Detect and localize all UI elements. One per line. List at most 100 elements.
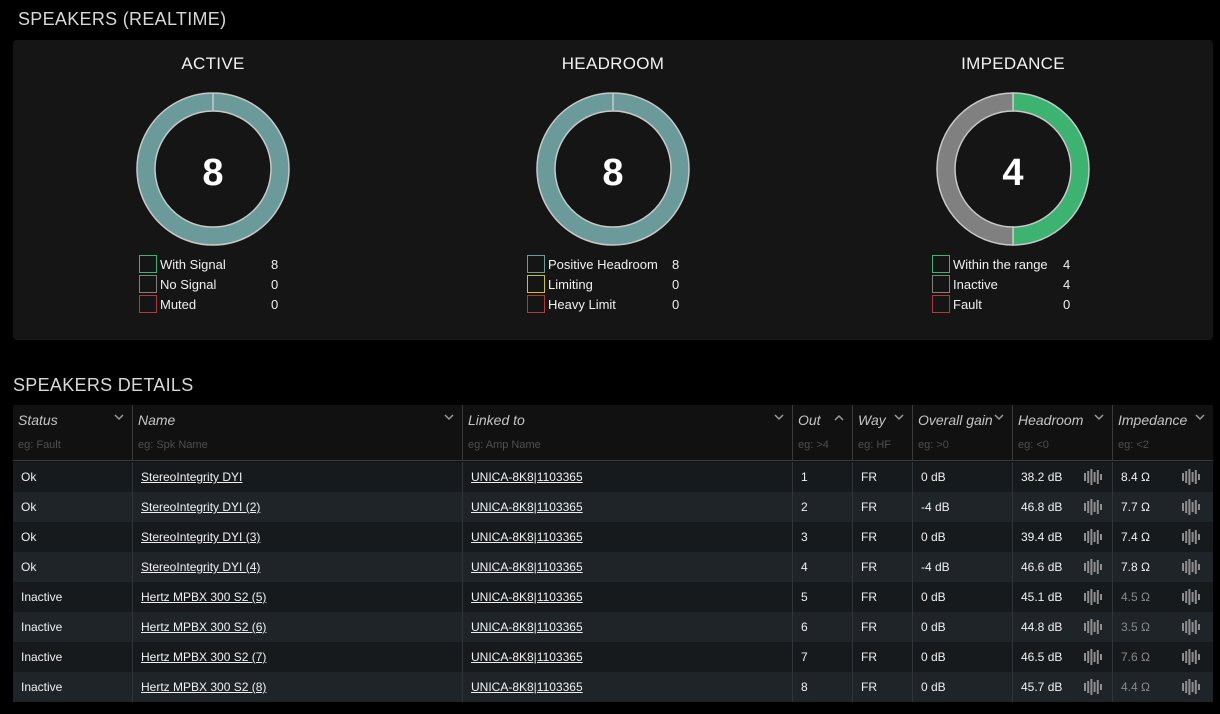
- linked-to-cell[interactable]: UNICA-8K8|1103365: [463, 642, 793, 672]
- level-meter-icon[interactable]: [1083, 469, 1103, 485]
- level-meter-icon[interactable]: [1083, 529, 1103, 545]
- speaker-name-link[interactable]: Hertz MPBX 300 S2 (8): [141, 680, 267, 694]
- status-filter-input[interactable]: eg: Fault: [18, 439, 61, 451]
- level-meter-icon[interactable]: [1181, 619, 1201, 635]
- linked-to-cell[interactable]: UNICA-8K8|1103365: [463, 582, 793, 612]
- chevron-down-icon[interactable]: [114, 414, 124, 421]
- column-header-way[interactable]: Way eg: HF: [853, 405, 913, 461]
- level-meter-icon[interactable]: [1083, 619, 1103, 635]
- column-header-overall-gain[interactable]: Overall gain eg: >0: [913, 405, 1013, 461]
- name-cell[interactable]: Hertz MPBX 300 S2 (5): [133, 582, 463, 612]
- chevron-down-icon[interactable]: [1094, 414, 1104, 421]
- linked-amp-link[interactable]: UNICA-8K8|1103365: [471, 650, 583, 664]
- headroom-value: 46.8 dB: [1021, 500, 1063, 514]
- table-row[interactable]: Inactive Hertz MPBX 300 S2 (6) UNICA-8K8|1…: [13, 612, 1213, 642]
- linked-amp-link[interactable]: UNICA-8K8|1103365: [471, 500, 583, 514]
- level-meter-icon[interactable]: [1181, 589, 1201, 605]
- column-header-impedance[interactable]: Impedance eg: <2: [1113, 405, 1213, 461]
- out-cell: 2: [793, 492, 853, 522]
- out-value: 6: [801, 620, 808, 634]
- table-row[interactable]: Ok StereoIntegrity DYI (2) UNICA-8K8|11033…: [13, 492, 1213, 522]
- speakers-table: Status eg: Fault Name eg: Spk Name Linked to…: [13, 405, 1213, 702]
- headroom-value: 45.1 dB: [1021, 590, 1063, 604]
- name-cell[interactable]: Hertz MPBX 300 S2 (8): [133, 672, 463, 702]
- impedance-value: 7.8 Ω: [1121, 560, 1150, 574]
- speaker-name-link[interactable]: Hertz MPBX 300 S2 (7): [141, 650, 267, 664]
- table-row[interactable]: Inactive Hertz MPBX 300 S2 (7) UNICA-8K8|1…: [13, 642, 1213, 672]
- overall-gain-filter-input[interactable]: eg: >0: [918, 439, 949, 451]
- speaker-name-link[interactable]: StereoIntegrity DYI (2): [141, 500, 261, 514]
- headroom-value: 39.4 dB: [1021, 530, 1063, 544]
- linked-amp-link[interactable]: UNICA-8K8|1103365: [471, 680, 583, 694]
- table-row[interactable]: Inactive Hertz MPBX 300 S2 (5) UNICA-8K8|1…: [13, 582, 1213, 612]
- level-meter-icon[interactable]: [1181, 469, 1201, 485]
- realtime-panel: ACTIVE 8 With Signal 8 No Signal 0 Muted 0 HEAD…: [13, 40, 1213, 340]
- table-row[interactable]: Ok StereoIntegrity DYI (4) UNICA-8K8|11033…: [13, 552, 1213, 582]
- linked-amp-link[interactable]: UNICA-8K8|1103365: [471, 590, 583, 604]
- table-row[interactable]: Ok StereoIntegrity DYI UNICA-8K8|1103365 1 F…: [13, 462, 1213, 492]
- chevron-down-icon[interactable]: [1195, 414, 1205, 421]
- name-cell[interactable]: StereoIntegrity DYI (4): [133, 552, 463, 582]
- linked-amp-link[interactable]: UNICA-8K8|1103365: [471, 530, 583, 544]
- linked-to-cell[interactable]: UNICA-8K8|1103365: [463, 492, 793, 522]
- name-filter-input[interactable]: eg: Spk Name: [138, 439, 208, 451]
- linked-amp-link[interactable]: UNICA-8K8|1103365: [471, 620, 583, 634]
- linked-to-cell[interactable]: UNICA-8K8|1103365: [463, 612, 793, 642]
- linked-amp-link[interactable]: UNICA-8K8|1103365: [471, 470, 583, 484]
- headroom-cell: 39.4 dB: [1013, 522, 1113, 552]
- speaker-name-link[interactable]: Hertz MPBX 300 S2 (6): [141, 620, 267, 634]
- status-cell: Ok: [13, 492, 133, 522]
- status-value: Ok: [21, 530, 37, 544]
- level-meter-icon[interactable]: [1083, 559, 1103, 575]
- chevron-down-icon[interactable]: [894, 414, 904, 421]
- chevron-down-icon[interactable]: [444, 414, 454, 421]
- speaker-name-link[interactable]: Hertz MPBX 300 S2 (5): [141, 590, 267, 604]
- level-meter-icon[interactable]: [1083, 499, 1103, 515]
- impedance-value: 7.7 Ω: [1121, 500, 1150, 514]
- level-meter-icon[interactable]: [1181, 529, 1201, 545]
- status-value: Ok: [21, 500, 37, 514]
- way-cell: FR: [853, 522, 913, 552]
- speaker-name-link[interactable]: StereoIntegrity DYI (3): [141, 530, 261, 544]
- table-row[interactable]: Inactive Hertz MPBX 300 S2 (8) UNICA-8K8|1…: [13, 672, 1213, 702]
- column-label: Linked to: [468, 412, 525, 428]
- column-header-linked-to[interactable]: Linked to eg: Amp Name: [463, 405, 793, 461]
- name-cell[interactable]: StereoIntegrity DYI: [133, 462, 463, 492]
- level-meter-icon[interactable]: [1083, 649, 1103, 665]
- linked-to-cell[interactable]: UNICA-8K8|1103365: [463, 462, 793, 492]
- headroom-filter-input[interactable]: eg: <0: [1018, 439, 1049, 451]
- level-meter-icon[interactable]: [1181, 559, 1201, 575]
- out-cell: 1: [793, 462, 853, 492]
- level-meter-icon[interactable]: [1181, 679, 1201, 695]
- chevron-down-icon[interactable]: [774, 414, 784, 421]
- linked-to-cell[interactable]: UNICA-8K8|1103365: [463, 552, 793, 582]
- table-row[interactable]: Ok StereoIntegrity DYI (3) UNICA-8K8|11033…: [13, 522, 1213, 552]
- level-meter-icon[interactable]: [1083, 589, 1103, 605]
- overall-gain-cell: 0 dB: [913, 642, 1013, 672]
- way-value: FR: [861, 470, 877, 484]
- linked-to-cell[interactable]: UNICA-8K8|1103365: [463, 672, 793, 702]
- speaker-name-link[interactable]: StereoIntegrity DYI (4): [141, 560, 261, 574]
- column-header-headroom[interactable]: Headroom eg: <0: [1013, 405, 1113, 461]
- way-filter-input[interactable]: eg: HF: [858, 439, 892, 451]
- column-header-status[interactable]: Status eg: Fault: [13, 405, 133, 461]
- level-meter-icon[interactable]: [1181, 499, 1201, 515]
- name-cell[interactable]: StereoIntegrity DYI (2): [133, 492, 463, 522]
- name-cell[interactable]: StereoIntegrity DYI (3): [133, 522, 463, 552]
- linked-to-filter-input[interactable]: eg: Amp Name: [468, 439, 541, 451]
- level-meter-icon[interactable]: [1083, 679, 1103, 695]
- linked-amp-link[interactable]: UNICA-8K8|1103365: [471, 560, 583, 574]
- column-header-out[interactable]: Out eg: >4: [793, 405, 853, 461]
- level-meter-icon[interactable]: [1181, 649, 1201, 665]
- headroom-gauge-title: HEADROOM: [561, 54, 665, 73]
- out-filter-input[interactable]: eg: >4: [798, 439, 829, 451]
- chevron-up-icon[interactable]: [834, 414, 844, 421]
- legend-item: Heavy Limit 0: [527, 294, 679, 314]
- linked-to-cell[interactable]: UNICA-8K8|1103365: [463, 522, 793, 552]
- speaker-name-link[interactable]: StereoIntegrity DYI: [141, 470, 243, 484]
- name-cell[interactable]: Hertz MPBX 300 S2 (6): [133, 612, 463, 642]
- chevron-down-icon[interactable]: [994, 414, 1004, 421]
- impedance-filter-input[interactable]: eg: <2: [1118, 439, 1149, 451]
- name-cell[interactable]: Hertz MPBX 300 S2 (7): [133, 642, 463, 672]
- column-header-name[interactable]: Name eg: Spk Name: [133, 405, 463, 461]
